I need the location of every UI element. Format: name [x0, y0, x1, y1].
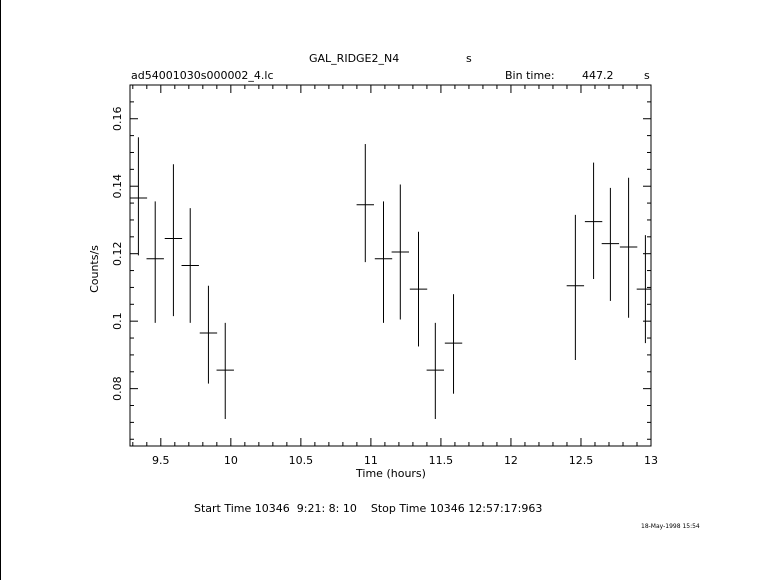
- bin-time-unit: s: [644, 69, 650, 82]
- data-point: [199, 285, 218, 384]
- x-tick-label: 11: [364, 454, 378, 467]
- data-point: [409, 231, 428, 347]
- x-tick-label: 9.5: [152, 454, 170, 467]
- data-points: [130, 137, 651, 420]
- x-axis-title: Time (hours): [355, 467, 426, 480]
- data-point: [566, 214, 585, 360]
- bin-time-label: Bin time:: [505, 69, 555, 82]
- data-point: [636, 235, 651, 344]
- data-point: [619, 177, 638, 318]
- object-unit: s: [466, 52, 472, 65]
- data-point: [356, 144, 374, 263]
- plot-timestamp: 18-May-1998 15:54: [641, 523, 700, 530]
- x-tick-label: 11.5: [429, 454, 454, 467]
- bin-time-value: 447.2: [582, 69, 614, 82]
- x-tick-label: 12.5: [569, 454, 594, 467]
- data-point: [146, 201, 164, 323]
- data-point: [181, 208, 199, 323]
- data-point: [426, 322, 445, 420]
- y-tick-label: 0.1: [111, 312, 124, 330]
- y-axis-title: Counts/s: [88, 245, 101, 293]
- left-border: [0, 0, 1, 580]
- axis-ticks: [130, 84, 652, 446]
- data-point: [374, 201, 393, 323]
- start-stop-times: Start Time 10346 9:21: 8: 10 Stop Time 1…: [194, 502, 543, 515]
- object-name: GAL_RIDGE2_N4: [309, 52, 400, 65]
- y-tick-labels: 0.08 0.1 0.12 0.14 0.16: [111, 106, 124, 400]
- data-point: [216, 322, 234, 420]
- data-point: [391, 184, 410, 320]
- data-point: [584, 162, 603, 279]
- data-point: [601, 187, 620, 301]
- data-point: [130, 137, 148, 256]
- file-name: ad54001030s000002_4.lc: [131, 69, 274, 82]
- y-tick-label: 0.12: [111, 241, 124, 266]
- x-tick-labels: 9.5 10 10.5 11 11.5 12 12.5 13: [152, 454, 658, 467]
- x-tick-label: 10.5: [289, 454, 314, 467]
- data-point: [444, 294, 463, 394]
- x-tick-label: 12: [504, 454, 518, 467]
- y-tick-label: 0.16: [111, 106, 124, 130]
- data-point: [164, 164, 183, 317]
- y-tick-label: 0.14: [111, 174, 124, 199]
- x-tick-label: 10: [224, 454, 238, 467]
- y-tick-label: 0.08: [111, 376, 124, 401]
- x-tick-label: 13: [644, 454, 658, 467]
- plot-frame: [129, 84, 652, 447]
